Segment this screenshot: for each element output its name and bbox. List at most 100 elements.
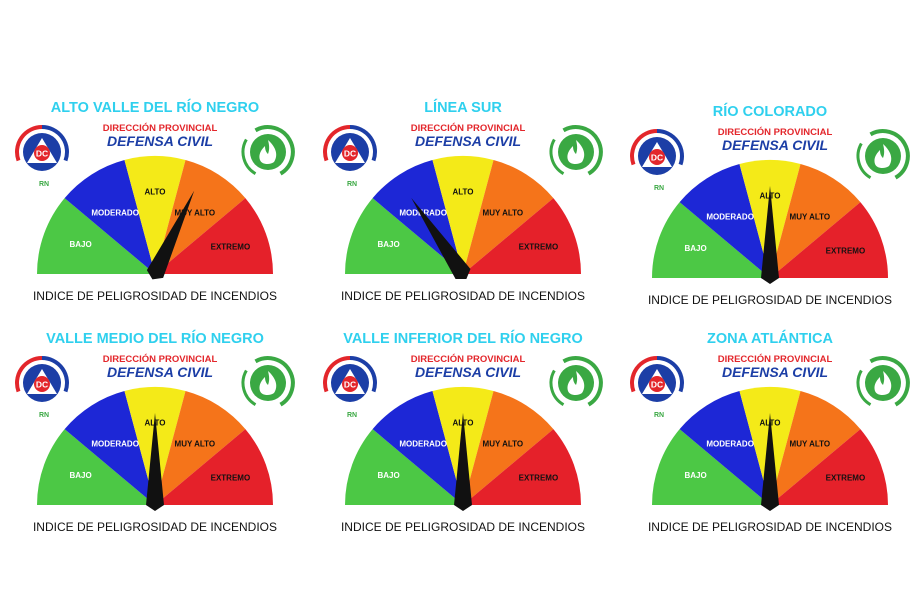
fire-disc [865, 138, 901, 174]
logo-sub: RN [347, 181, 357, 188]
gauge-panel: RÍO COLORADO DC RN DIRECCIÓN PROVINCIALDEFE… [630, 103, 910, 307]
flame-shape [567, 140, 585, 165]
gauge-label: BAJO [69, 240, 91, 249]
gauge-label: MODERADO [399, 440, 447, 449]
gauge-panel: VALLE INFERIOR DEL RÍO NEGRO DC RN DIRECCIÓ… [323, 330, 603, 534]
logo-inner-disc [342, 145, 358, 161]
gauge-panel: LÍNEA SUR DC RN DIRECCIÓN PROVINCIALDEFENSA… [323, 99, 603, 303]
flame-shape [259, 371, 277, 396]
gauge-needle [411, 197, 471, 280]
logo-ring-blue [349, 356, 377, 393]
gauge-label: BAJO [377, 471, 399, 480]
gauge-segment [64, 391, 155, 505]
gauge-label: EXTREMO [826, 247, 866, 256]
logo-text: DC [344, 149, 356, 159]
fire-ring [562, 356, 603, 407]
logo-sub: RN [347, 412, 357, 419]
gauge-needle [761, 412, 779, 511]
gauge-caption: INDICE DE PELIGROSIDAD DE INCENDIOS [341, 289, 585, 303]
gauge-label: MUY ALTO [483, 440, 524, 449]
fire-ring [254, 356, 295, 407]
gauge-label: MUY ALTO [175, 440, 216, 449]
gauge-segment [432, 155, 494, 274]
fire-ring [869, 129, 910, 180]
gauge-label: EXTREMO [826, 474, 866, 483]
fire-safety-icon [856, 129, 910, 180]
gauge-segment [155, 198, 273, 274]
logo-ring-red [630, 356, 658, 393]
org-line-2: DEFENSA CIVIL [107, 364, 213, 380]
org-line-2: DEFENSA CIVIL [722, 364, 828, 380]
defensa-civil-logo-icon: DC RN [15, 356, 69, 419]
org-line-1: DIRECCIÓN PROVINCIAL [411, 353, 526, 365]
gauge-label: ALTO [452, 187, 473, 196]
gauge-segment [155, 160, 246, 274]
defensa-civil-logo-icon: DC RN [630, 356, 684, 419]
defensa-civil-logo-icon: DC RN [15, 125, 69, 188]
logo-ring-blue [41, 125, 69, 162]
gauge-segment [770, 164, 861, 278]
gauge-caption: INDICE DE PELIGROSIDAD DE INCENDIOS [648, 520, 892, 534]
gauge-label: EXTREMO [211, 243, 251, 252]
org-line-2: DEFENSA CIVIL [107, 133, 213, 149]
logo-sub: RN [39, 181, 49, 188]
logo-text: DC [344, 380, 356, 390]
fire-safety-icon [856, 356, 910, 407]
logo-inner-disc [649, 149, 665, 165]
gauge-segment [155, 429, 273, 505]
fire-ring-small [549, 138, 565, 175]
gauge-label: BAJO [684, 471, 706, 480]
logo-text: DC [651, 153, 663, 163]
fire-safety-icon [549, 356, 603, 407]
logo-ring-red [323, 125, 351, 162]
fire-ring-small [856, 369, 872, 406]
logo-ring-blue [656, 129, 684, 166]
gauge-label: BAJO [69, 471, 91, 480]
gauge-segment [155, 391, 246, 505]
fire-ring [869, 356, 910, 407]
logo-inner-disc [342, 376, 358, 392]
gauge-segment [124, 155, 186, 274]
gauge-label: BAJO [684, 244, 706, 253]
fire-disc [558, 134, 594, 170]
org-line-2: DEFENSA CIVIL [415, 364, 521, 380]
region-title: VALLE MEDIO DEL RÍO NEGRO [46, 330, 264, 347]
fire-ring-small [241, 138, 257, 175]
gauge-label: MUY ALTO [175, 209, 216, 218]
gauge-segment [770, 429, 888, 505]
org-line-1: DIRECCIÓN PROVINCIAL [718, 353, 833, 365]
gauge-segment [37, 198, 155, 274]
logo-sub: RN [39, 412, 49, 419]
org-line-1: DIRECCIÓN PROVINCIAL [103, 122, 218, 134]
flame-shape [874, 144, 892, 169]
logo-ring-red [15, 125, 43, 162]
fire-disc [250, 365, 286, 401]
region-title: RÍO COLORADO [713, 103, 827, 120]
fire-safety-icon [549, 125, 603, 176]
region-title: VALLE INFERIOR DEL RÍO NEGRO [343, 330, 583, 347]
gauge-caption: INDICE DE PELIGROSIDAD DE INCENDIOS [648, 293, 892, 307]
logo-inner-disc [649, 376, 665, 392]
fire-disc [250, 134, 286, 170]
gauge-label: MODERADO [91, 209, 139, 218]
fire-ring-small [549, 369, 565, 406]
gauge-segment [679, 391, 770, 505]
org-line-2: DEFENSA CIVIL [415, 133, 521, 149]
gauge-label: EXTREMO [519, 474, 559, 483]
logo-sub: RN [654, 185, 664, 192]
logo-text: DC [36, 380, 48, 390]
gauge-label: EXTREMO [519, 243, 559, 252]
org-line-1: DIRECCIÓN PROVINCIAL [411, 122, 526, 134]
fire-safety-icon [241, 356, 295, 407]
gauge-segment [770, 391, 861, 505]
gauge-panel: ALTO VALLE DEL RÍO NEGRO DC RN DIRECCIÓN PR… [15, 99, 295, 303]
gauge-caption: INDICE DE PELIGROSIDAD DE INCENDIOS [33, 520, 277, 534]
org-line-2: DEFENSA CIVIL [722, 137, 828, 153]
fire-ring-small [241, 369, 257, 406]
gauge-needle [454, 412, 472, 511]
